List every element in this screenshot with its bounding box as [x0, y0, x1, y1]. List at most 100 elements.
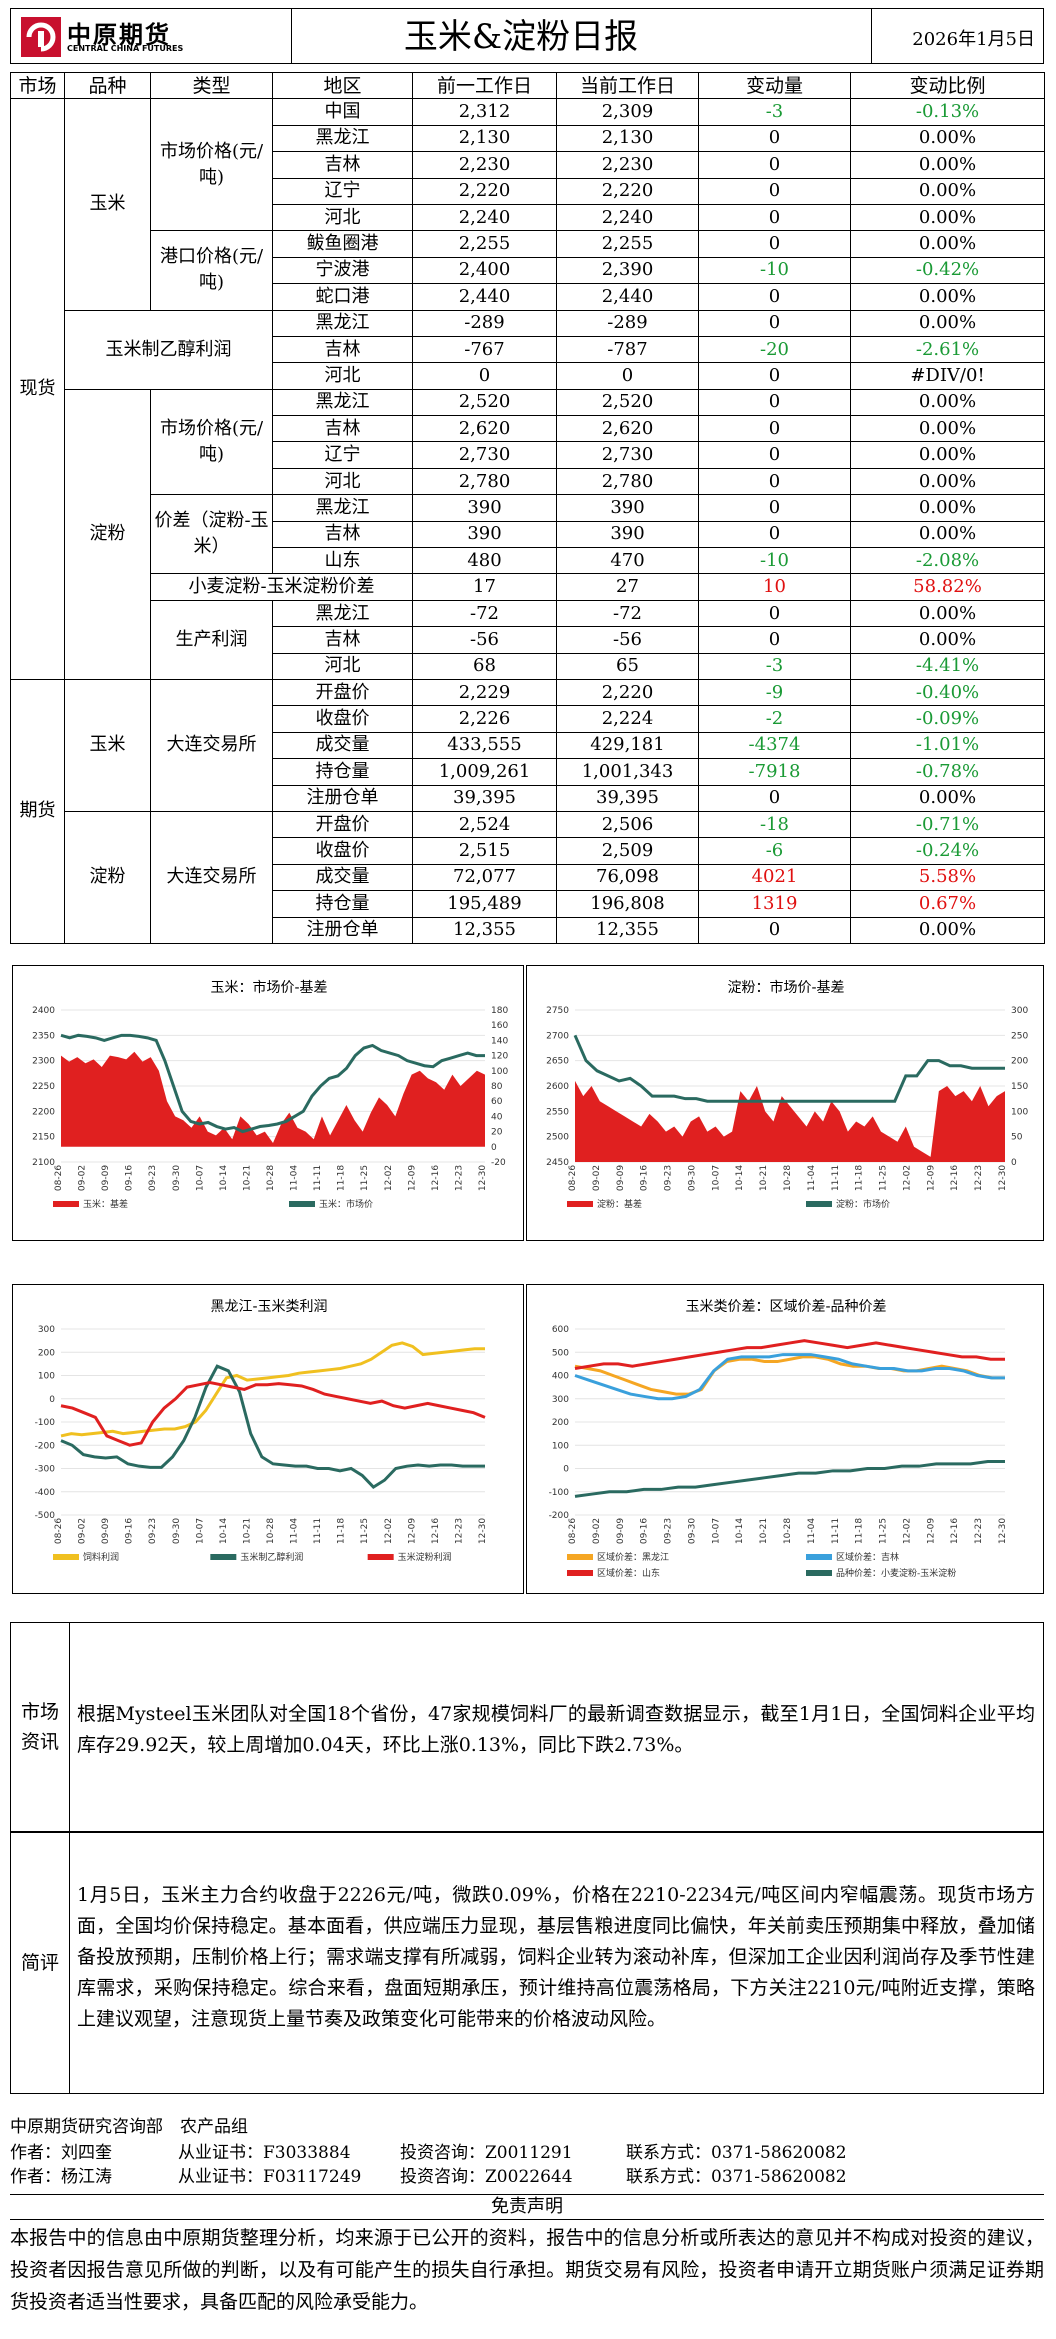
price-table: 市场 品种 类型 地区 前一工作日 当前工作日 变动量 变动比例 现货 玉米 市场价格(元/吨) 中国…: [10, 71, 1045, 944]
row-prev: 195,489: [412, 890, 557, 918]
y-tick-label: 600: [552, 1325, 569, 1335]
row-chg: -6: [698, 837, 851, 865]
legend-label: 玉米制乙醇利润: [240, 1551, 303, 1563]
header-cell: 变动量: [698, 71, 851, 100]
y-tick-label: 200: [38, 1348, 55, 1358]
y-tick-label: 2200: [32, 1107, 55, 1117]
row-prev: 2,229: [412, 678, 557, 707]
row-cur: 27: [556, 573, 699, 601]
x-tick-label: 08-26: [568, 1165, 578, 1191]
exchange-dce: 大连交易所: [150, 810, 273, 944]
row-cur: 76,098: [556, 863, 699, 892]
market-futures: 期货: [10, 678, 65, 944]
logo-en: CENTRAL CHINA FUTURES: [67, 44, 184, 53]
y2-tick-label: 140: [491, 1036, 508, 1046]
y2-tick-label: 150: [1011, 1082, 1028, 1092]
row-region: 吉林: [272, 520, 413, 549]
x-tick-label: 09-23: [148, 1518, 158, 1544]
series-line: [574, 1339, 1005, 1371]
row-chg: 0: [698, 415, 851, 443]
row-region: 黑龙江: [272, 599, 413, 628]
chart-heilongjiang-profit: 黑龙江-玉米类利润 -500 -400 -300 -200 -100 0 100 200 300 0…: [12, 1284, 524, 1594]
table-row: 吉林 2,620 2,620 0 0.00%: [11, 415, 1045, 443]
row-pct: 0.00%: [850, 230, 1045, 258]
legend-swatch: [289, 1201, 315, 1207]
row-region: 吉林: [272, 151, 413, 179]
row-region: 鲅鱼圈港: [272, 230, 413, 258]
x-tick-label: 11-11: [831, 1165, 841, 1191]
type-starch-market-price: 市场价格(元/吨): [150, 388, 273, 496]
y-tick-label: 2450: [546, 1158, 569, 1168]
row-pct: 0.00%: [850, 283, 1045, 311]
row-pct: -0.40%: [850, 678, 1045, 707]
y-tick-label: 2300: [32, 1057, 55, 1067]
row-pct: 0.00%: [850, 916, 1045, 944]
x-tick-label: 10-14: [219, 1165, 229, 1191]
x-tick-label: 09-23: [664, 1165, 674, 1191]
row-region: 河北: [272, 203, 413, 232]
row-cur: 2,309: [556, 98, 699, 126]
header-cell: 前一工作日: [412, 71, 557, 100]
market-info-block: 市场资讯 根据Mysteel玉米团队对全国18个省份，47家规模饲料厂的最新调查…: [10, 1622, 1044, 1832]
row-region: 注册仓单: [272, 916, 413, 944]
type-market-price: 市场价格(元/吨): [150, 98, 273, 232]
row-cur: 390: [556, 520, 699, 549]
row-chg: -10: [698, 547, 851, 575]
y-tick-label: -100: [549, 1488, 570, 1498]
row-chg: 0: [698, 283, 851, 311]
row-region: 开盘价: [272, 810, 413, 839]
row-prev: 390: [412, 494, 557, 522]
x-tick-label: 12-02: [902, 1165, 912, 1191]
y2-tick-label: 20: [491, 1128, 503, 1138]
x-tick-label: 12-02: [384, 1518, 394, 1544]
row-prev: 2,520: [412, 388, 557, 417]
row-pct: -2.61%: [850, 335, 1045, 364]
row-region: 宁波港: [272, 256, 413, 285]
x-tick-label: 12-23: [974, 1165, 984, 1191]
table-row: 成交量 433,555 429,181 -4374 -1.01%: [11, 731, 1045, 760]
x-tick-label: 10-07: [195, 1518, 205, 1544]
market-spot: 现货: [10, 98, 65, 680]
row-pct: -0.78%: [850, 758, 1045, 786]
chart-corn-price-basis: 玉米：市场价-基差 2100 2150 2200 2250 2300 2350 2400 -20…: [12, 965, 524, 1241]
row-chg: -4374: [698, 731, 851, 760]
row-pct: 0.00%: [850, 177, 1045, 205]
legend-swatch: [567, 1201, 593, 1207]
legend-label: 淀粉：基差: [597, 1198, 642, 1210]
y-tick-label: 300: [552, 1395, 569, 1405]
legend-swatch: [806, 1554, 832, 1560]
legend-label: 区域价差：黑龙江: [597, 1551, 669, 1563]
row-region: 黑龙江: [272, 309, 413, 337]
row-region: 蛇口港: [272, 283, 413, 311]
x-tick-label: 09-16: [125, 1165, 135, 1191]
row-chg: 0: [698, 203, 851, 232]
row-prev: 2,255: [412, 230, 557, 258]
logo-icon: [21, 17, 61, 57]
row-cur: 2,224: [556, 705, 699, 733]
series-line: [60, 1033, 485, 1134]
x-tick-label: 08-26: [54, 1165, 64, 1191]
row-prev: 390: [412, 520, 557, 549]
x-tick-label: 10-14: [735, 1165, 745, 1191]
row-chg: 0: [698, 494, 851, 522]
legend-swatch: [53, 1201, 79, 1207]
y-tick-label: 2400: [32, 1006, 55, 1016]
y2-tick-label: 60: [491, 1097, 503, 1107]
variety-starch-futures: 淀粉: [64, 810, 151, 944]
table-row: 淀粉 大连交易所 开盘价 2,524 2,506 -18 -0.71%: [11, 810, 1045, 944]
row-prev: 2,400: [412, 256, 557, 285]
row-pct: -0.71%: [850, 810, 1045, 839]
variety-corn-futures: 玉米: [64, 678, 151, 812]
row-chg: -10: [698, 256, 851, 285]
row-chg: 1319: [698, 890, 851, 918]
type-ethanol-profit: 玉米制乙醇利润: [64, 309, 273, 390]
row-cur: 2,130: [556, 124, 699, 153]
y-tick-label: 200: [552, 1418, 569, 1428]
row-chg: -20: [698, 335, 851, 364]
author-2-contact: 联系方式：0371-58620082: [626, 2167, 847, 2187]
disclaimer-text: 本报告中的信息由中原期货整理分析，均来源于已公开的资料，报告中的信息分析或所表达…: [10, 2227, 1044, 2313]
row-region: 黑龙江: [272, 494, 413, 522]
market-info-label: 市场资讯: [11, 1623, 70, 1831]
x-tick-label: 09-16: [640, 1518, 650, 1544]
x-tick-label: 09-09: [616, 1518, 626, 1544]
